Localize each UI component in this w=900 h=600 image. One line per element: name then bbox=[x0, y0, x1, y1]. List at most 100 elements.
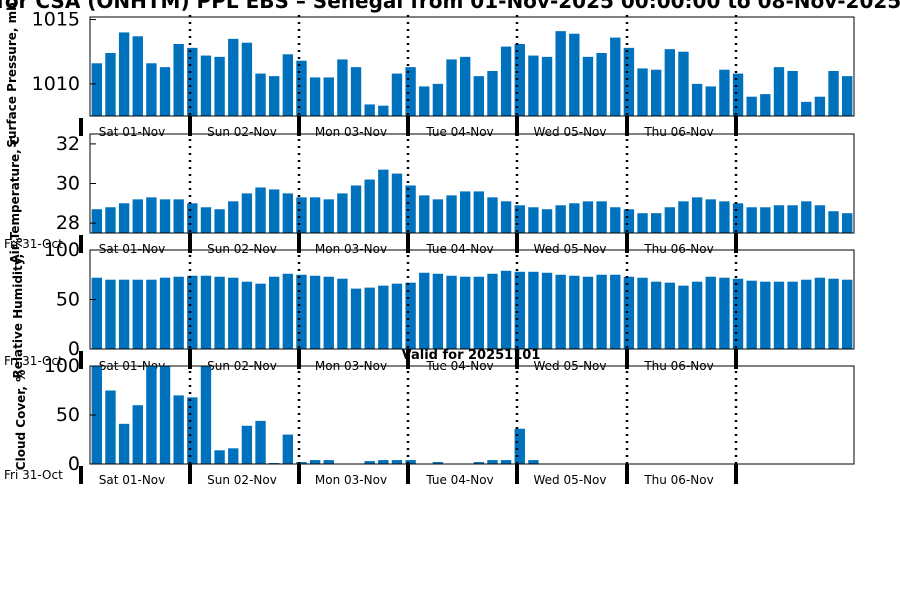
surface-pressure-bar bbox=[650, 69, 662, 116]
air-temperature-bar bbox=[241, 193, 253, 233]
day-label: Thu 06-Nov bbox=[643, 242, 713, 256]
surface-pressure-bar bbox=[268, 76, 280, 116]
start-date-label: Fri 31-Oct bbox=[4, 354, 63, 368]
relative-humidity-bar bbox=[610, 274, 621, 349]
air-temperature-bar bbox=[200, 207, 212, 233]
relative-humidity-bar bbox=[378, 285, 389, 349]
surface-pressure-bar bbox=[610, 37, 621, 116]
surface-pressure-bar bbox=[391, 73, 403, 116]
surface-pressure-bar bbox=[514, 44, 525, 116]
day-label: Tue 04-Nov bbox=[425, 242, 493, 256]
day-label: Wed 05-Nov bbox=[534, 125, 607, 139]
air-temperature-bar bbox=[378, 169, 389, 233]
air-temperature-bar bbox=[746, 207, 757, 233]
surface-pressure-bar bbox=[569, 33, 580, 116]
cloud-cover-bar bbox=[200, 366, 212, 464]
surface-pressure-bar bbox=[350, 67, 362, 116]
cloud-cover-bar bbox=[173, 395, 184, 464]
relative-humidity-bar bbox=[841, 279, 853, 349]
surface-pressure-bar bbox=[378, 105, 389, 116]
surface-pressure-bar bbox=[364, 104, 375, 116]
day-label: Thu 06-Nov bbox=[643, 125, 713, 139]
relative-humidity-bar bbox=[159, 277, 171, 349]
surface-pressure-bar bbox=[459, 56, 471, 116]
day-label: Wed 05-Nov bbox=[534, 242, 607, 256]
cloud-cover-bar bbox=[514, 428, 525, 464]
relative-humidity-bar bbox=[637, 277, 648, 349]
y-axis-label: Relative Humidity, % bbox=[11, 238, 25, 379]
surface-pressure-bar bbox=[705, 86, 716, 116]
air-temperature-bar bbox=[814, 205, 826, 233]
relative-humidity-bar bbox=[500, 270, 512, 349]
relative-humidity-bar bbox=[623, 276, 635, 349]
surface-pressure-bar bbox=[746, 96, 757, 116]
cloud-cover-bar bbox=[309, 460, 321, 464]
surface-pressure-bar bbox=[500, 46, 512, 116]
relative-humidity-bar bbox=[664, 282, 676, 349]
air-temperature-bar bbox=[610, 207, 621, 233]
panel-frame bbox=[89, 16, 855, 117]
relative-humidity-bar bbox=[828, 278, 839, 349]
air-temperature-bar bbox=[105, 207, 116, 233]
surface-pressure-bar bbox=[405, 67, 416, 116]
air-temperature-bar bbox=[773, 205, 785, 233]
air-temperature-bar bbox=[528, 207, 539, 233]
y-axis-label: Cloud Cover, % bbox=[14, 370, 28, 470]
surface-pressure-bar bbox=[623, 47, 635, 116]
y-tick-label: 50 bbox=[56, 289, 80, 311]
y-tick-label: 28 bbox=[56, 212, 80, 234]
surface-pressure-bar bbox=[719, 69, 730, 116]
relative-humidity-bar bbox=[801, 279, 812, 349]
air-temperature-bar bbox=[255, 187, 266, 233]
surface-pressure-bar bbox=[664, 49, 676, 116]
y-axis-label: Air Temperature, C bbox=[8, 136, 22, 264]
air-temperature-bar bbox=[732, 203, 744, 233]
relative-humidity-bar bbox=[296, 274, 307, 349]
day-label: Mon 03-Nov bbox=[315, 473, 387, 487]
cloud-cover-bar bbox=[214, 450, 225, 464]
air-temperature-bar bbox=[719, 201, 730, 233]
relative-humidity-bar bbox=[364, 287, 375, 349]
relative-humidity-bar bbox=[91, 277, 103, 349]
air-temperature-bar bbox=[118, 203, 130, 233]
cloud-cover-bar bbox=[105, 390, 116, 464]
cloud-cover-bar bbox=[487, 460, 498, 464]
y-tick-label: 100 bbox=[44, 239, 80, 261]
cloud-cover-bar bbox=[500, 460, 512, 464]
cloud-cover-bar bbox=[91, 366, 103, 464]
air-temperature-bar bbox=[296, 197, 307, 233]
air-temperature-bar bbox=[419, 195, 430, 233]
air-temperature-bar bbox=[487, 197, 498, 233]
air-temperature-bar bbox=[364, 179, 375, 233]
relative-humidity-bar bbox=[282, 273, 294, 349]
surface-pressure-bar bbox=[296, 60, 307, 116]
surface-pressure-bar bbox=[841, 76, 853, 116]
relative-humidity-bar bbox=[719, 277, 730, 349]
relative-humidity-bar bbox=[173, 276, 184, 349]
cloud-cover-bar bbox=[405, 460, 416, 464]
surface-pressure-bar bbox=[241, 42, 253, 116]
relative-humidity-bar bbox=[228, 277, 239, 349]
y-tick-label: 1010 bbox=[32, 73, 80, 95]
cloud-cover-bar bbox=[187, 397, 198, 464]
day-label: Mon 03-Nov bbox=[315, 242, 387, 256]
relative-humidity-bar bbox=[691, 281, 703, 349]
air-temperature-bar bbox=[159, 199, 171, 233]
day-label: Sun 02-Nov bbox=[207, 242, 277, 256]
y-tick-label: 30 bbox=[56, 173, 80, 195]
start-date-label: Fri 31-Oct bbox=[4, 237, 63, 251]
y-axis-label: Surface Pressure, mb bbox=[5, 2, 19, 148]
relative-humidity-bar bbox=[419, 272, 430, 349]
air-temperature-bar bbox=[596, 201, 607, 233]
relative-humidity-bar bbox=[473, 276, 485, 349]
day-label: Sat 01-Nov bbox=[99, 242, 166, 256]
air-temperature-bar bbox=[459, 191, 471, 233]
air-temperature-bar bbox=[228, 201, 239, 233]
relative-humidity-bar bbox=[432, 273, 444, 349]
relative-humidity-bar bbox=[541, 272, 553, 349]
cloud-cover-bar bbox=[432, 462, 444, 464]
relative-humidity-bar bbox=[268, 276, 280, 349]
cloud-cover-bar bbox=[241, 425, 253, 464]
cloud-cover-bar bbox=[378, 460, 389, 464]
